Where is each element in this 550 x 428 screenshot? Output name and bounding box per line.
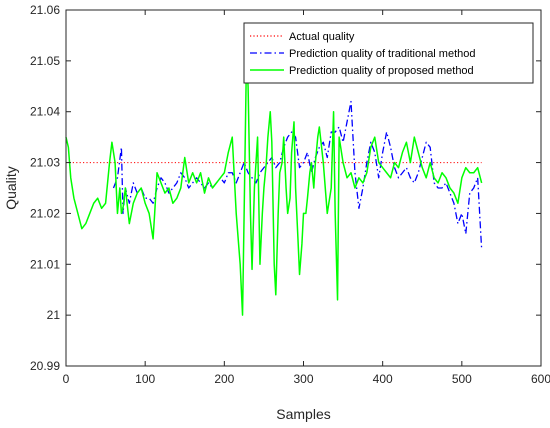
y-tick-label: 21.05	[30, 54, 60, 68]
x-tick-label: 300	[293, 372, 313, 386]
y-axis-label: Quality	[3, 166, 19, 210]
series-line-2	[112, 100, 483, 250]
y-tick-label: 21.01	[30, 257, 60, 271]
x-tick-label: 0	[63, 372, 70, 386]
legend: Actual quality Prediction quality of trad…	[243, 22, 534, 84]
series-layer	[65, 55, 483, 316]
x-axis-label: Samples	[276, 406, 330, 422]
x-tick-label: 600	[531, 372, 550, 386]
legend-label-3: Prediction quality of proposed method	[289, 65, 474, 77]
y-tick-label: 21.04	[30, 105, 60, 119]
y-tick-label: 21.03	[30, 156, 60, 170]
series-line-3	[65, 55, 483, 316]
x-tick-label: 200	[214, 372, 234, 386]
tick-layer: 0 100 200 300 400 500 600 20.99 21 21.01 21.02 21.0…	[30, 3, 550, 386]
legend-label-2: Prediction quality of traditional method	[289, 48, 476, 60]
y-tick-label: 21	[47, 308, 61, 322]
x-tick-label: 100	[135, 372, 155, 386]
y-tick-label: 21.02	[30, 206, 60, 220]
x-tick-label: 500	[452, 372, 472, 386]
x-tick-label: 400	[373, 372, 393, 386]
legend-box	[243, 22, 534, 84]
y-tick-label: 20.99	[30, 359, 60, 373]
legend-label-1: Actual quality	[289, 31, 355, 43]
y-tick-label: 21.06	[30, 3, 60, 17]
